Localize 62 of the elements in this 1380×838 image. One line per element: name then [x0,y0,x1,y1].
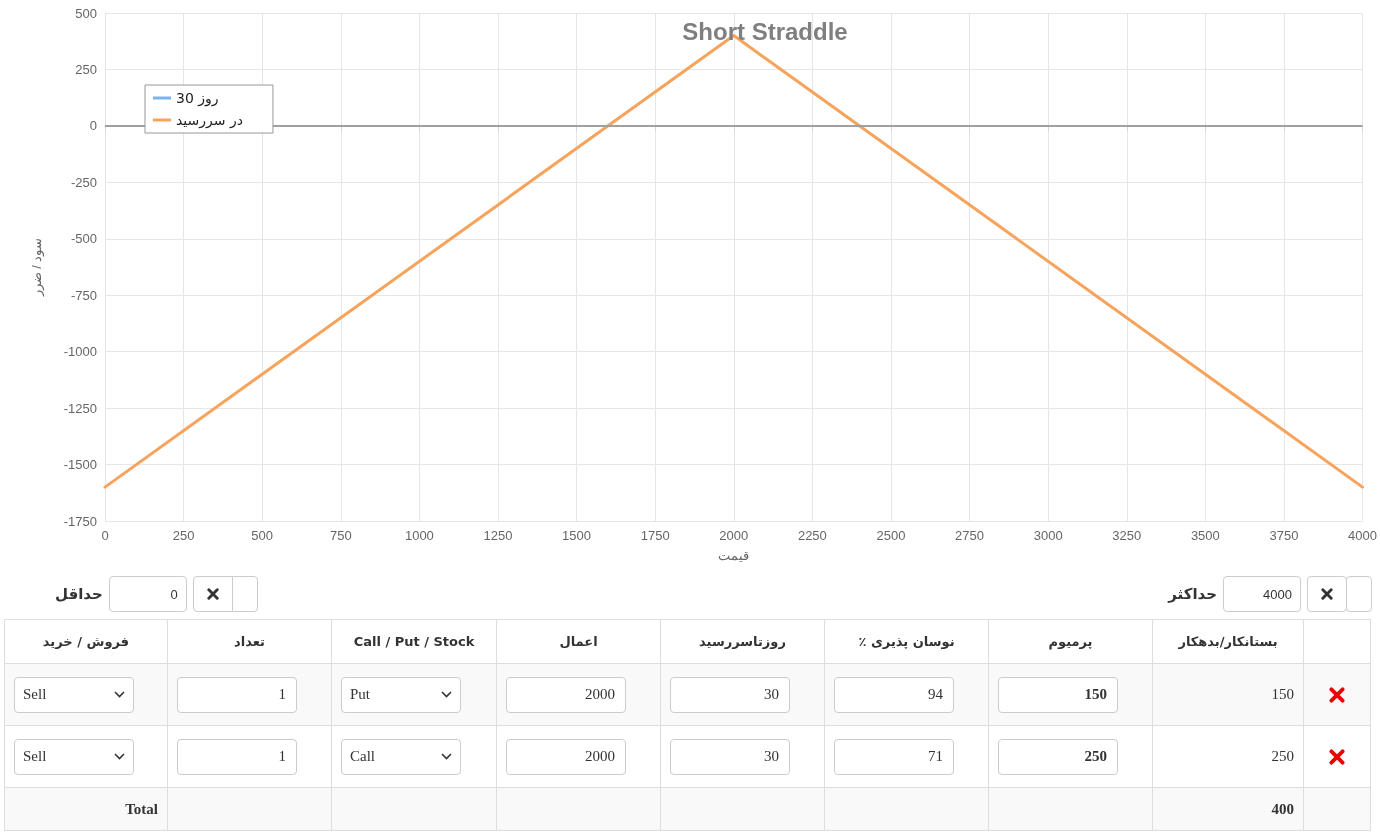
text: Sell [23,748,47,764]
x-tick-label: 3750 [1269,528,1299,543]
text: 2000 [585,686,615,702]
text: 400 [1271,800,1294,817]
text: حداکثر [1168,585,1217,603]
x-tick-label: 750 [329,528,352,543]
y-axis-title: سود / ضرر [29,237,45,298]
x-tick-label: 4000 [1348,528,1377,543]
x-tick-label: 250 [172,528,195,543]
y-tick-label: 250 [75,61,97,77]
y-tick-label: -1750 [63,513,97,529]
text: 0 [108,576,187,612]
x-tick-label: 1750 [640,528,670,543]
text: 150 [1084,686,1107,702]
x-tick-label: 3250 [1112,528,1142,543]
x-tick-label: 2500 [876,528,906,543]
y-tick-label: -500 [70,231,97,247]
text: حداقل [55,585,103,603]
x-tick-label: 3500 [1190,528,1220,543]
y-tick-label: -250 [70,174,97,190]
x-axis-title: قیمت [718,548,750,563]
text: Call [350,748,375,764]
y-tick-label: -750 [70,287,97,303]
x-tick-label: 2000 [719,528,749,543]
category-label: اعمال [496,619,661,664]
x-tick-label: 500 [251,528,274,543]
x-tick-label: 2250 [797,528,827,543]
x-tick-label: 1500 [562,528,592,543]
y-tick-label: 500 [75,5,97,21]
legend-label: روز 30 [176,90,219,107]
text: 30 [764,748,779,764]
text: 94 [928,686,943,702]
text: 150 [1271,686,1294,702]
text: Put [350,686,371,702]
x-tick-label: 1250 [483,528,513,543]
y-tick-label: -1500 [63,457,97,473]
x-tick-label: 0 [101,528,109,543]
category-label: بستانکار/بدهکار [1152,619,1304,664]
category-label: فروش / خرید [4,619,168,664]
text: 4000 [1223,576,1301,612]
text: 250 [1271,748,1294,764]
text: 1 [278,686,286,702]
text: Sell [23,686,47,702]
category-label: تعداد [167,619,332,664]
x-tick-label: 1000 [404,528,434,543]
text: 1 [278,748,286,764]
x-tick-label: 2750 [955,528,985,543]
category-label: روزتاسررسید [660,619,825,664]
legend-label: در سررسید [176,112,243,129]
text: 71 [928,748,943,764]
y-tick-label: -1250 [63,400,97,416]
category-label: پرمیوم [988,619,1153,664]
text: 250 [1084,748,1107,764]
text: Total [125,800,158,817]
category-label: Call / Put / Stock [331,619,497,664]
category-label: نوسان پذیری ٪ [824,619,989,664]
x-tick-label: 3000 [1033,528,1063,543]
chart-title: Short Straddle [682,17,848,45]
y-tick-label: -1000 [63,344,97,360]
y-tick-label: 0 [89,118,97,134]
text: 2000 [585,748,615,764]
text: 30 [764,686,779,702]
